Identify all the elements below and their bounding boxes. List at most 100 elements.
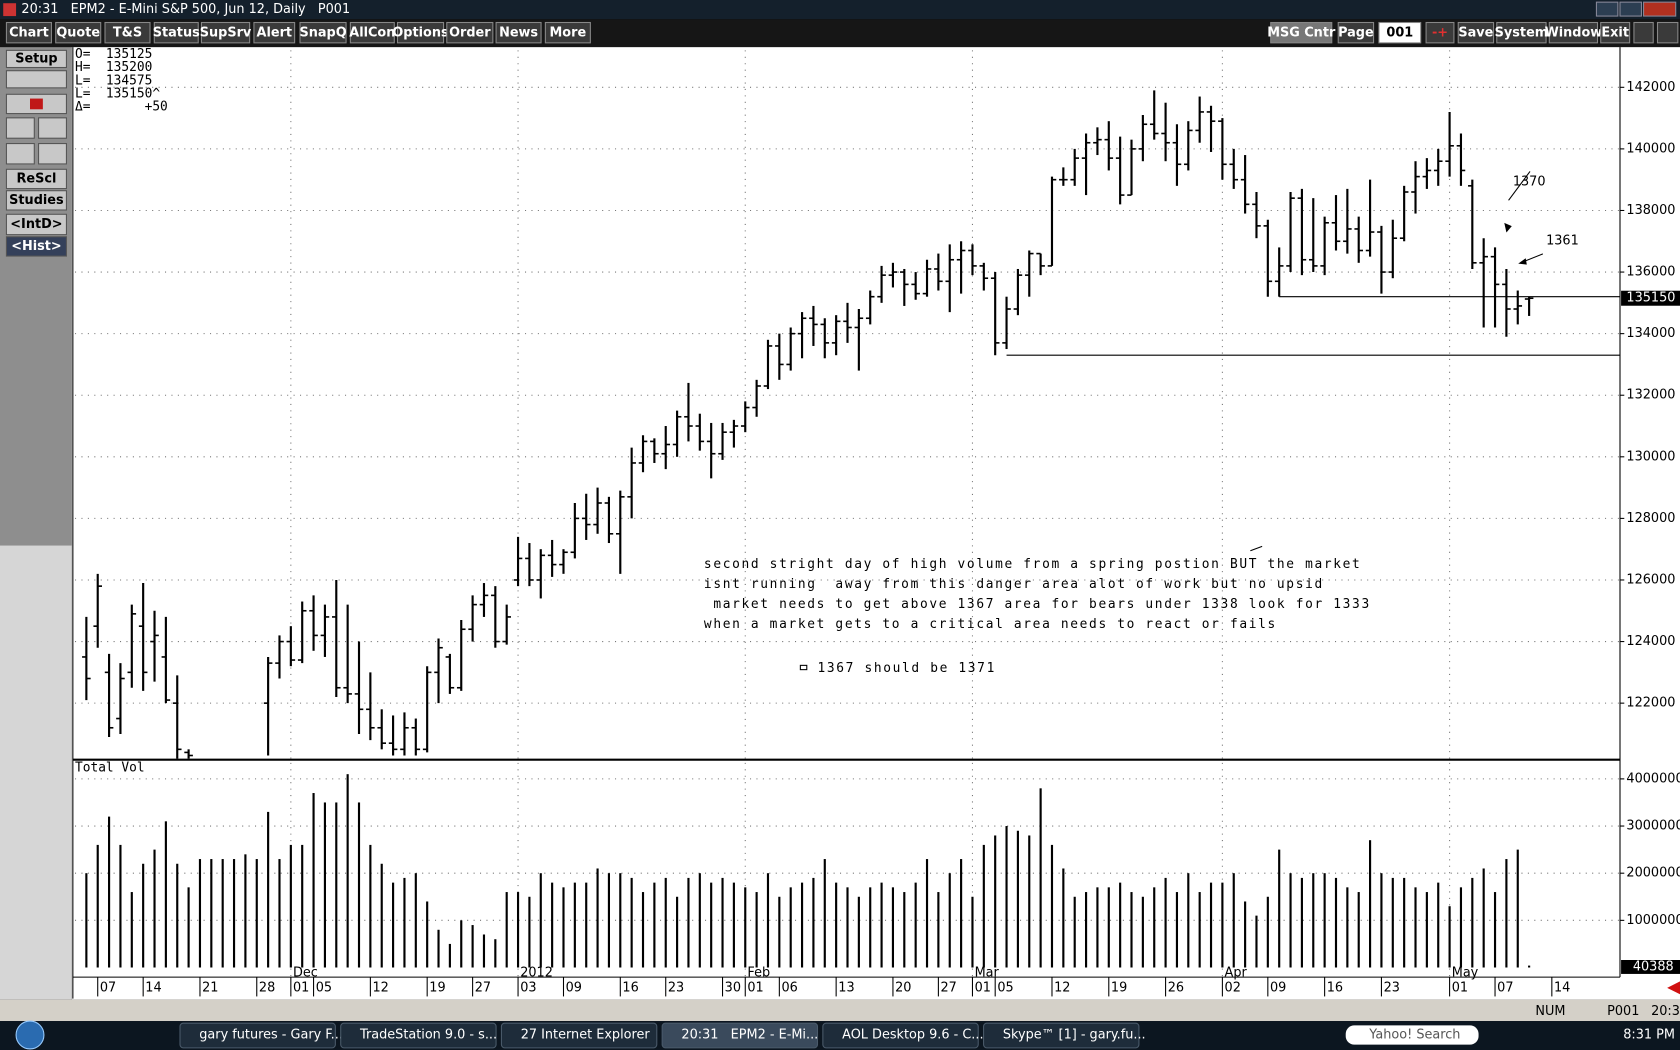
maximize[interactable] [1619,1,1642,17]
icon-button[interactable] [5,143,35,165]
clock: 8:31 PM [1623,1028,1675,1043]
taskbar-item[interactable] [983,1022,1140,1049]
x-tick-label: 03 [520,980,536,995]
search-box[interactable] [1345,1025,1479,1045]
toolbar-button[interactable] [1337,21,1375,44]
toolbar-button[interactable] [55,21,102,44]
taskbar-item-label: AOL Desktop 9.6 - C... [842,1028,983,1043]
window-button[interactable] [1633,21,1654,44]
toolbar-button[interactable] [104,21,151,44]
icon-button[interactable] [38,117,67,139]
toolbar-button[interactable] [200,21,251,44]
sidebar-button[interactable] [5,236,67,257]
volume-bar [1016,830,1019,968]
volume-bar [551,882,554,968]
last-volume-marker [1621,960,1680,974]
toolbar-button[interactable] [495,21,542,44]
close[interactable] [1643,1,1677,17]
last-volume-label: 40388 [1633,959,1674,974]
x-tick-label: 05 [316,980,332,995]
volume-bar [994,835,997,968]
volume-bar [176,863,179,968]
toolbar-button[interactable] [253,21,296,44]
volume-bar [267,811,270,968]
icon-button[interactable] [38,143,67,165]
taskbar-item[interactable] [179,1022,336,1049]
x-tick-label: 05 [997,980,1013,995]
volume-bar [573,882,576,968]
help-button[interactable] [1656,21,1679,44]
x-tick-label: 16 [1327,980,1343,995]
taskbar-item[interactable] [340,1022,497,1049]
volume-bar [448,943,451,968]
volume-bar [1346,887,1349,968]
x-tick-label: 28 [259,980,275,995]
volume-bar [539,873,542,968]
toolbar-button[interactable] [1548,21,1599,44]
toolbar-button[interactable] [1600,21,1631,44]
scroll-arrow[interactable] [1667,981,1680,995]
toolbar-button[interactable] [544,21,591,44]
toolbar-button[interactable] [1496,21,1547,44]
volume-bar [1312,873,1315,968]
toolbar-button[interactable] [1457,21,1495,44]
x-tick-label: 01 [975,980,991,995]
volume-bar [857,896,860,968]
minimize[interactable] [1595,1,1619,17]
toolbar-button[interactable] [396,21,445,44]
volume-bar [562,887,565,968]
toolbar-button[interactable] [1378,21,1422,44]
ohlc-readout: L= 135150^ [75,86,160,101]
x-tick-label: 27 [475,980,491,995]
volume-bar [96,844,99,968]
volume-bar [1528,965,1531,968]
volume-bar [1244,901,1247,968]
toolbar-button-label: Save [1458,26,1493,41]
x-tick-label: 07 [1497,980,1513,995]
taskbar-item[interactable] [500,1022,658,1049]
volume-bar [471,925,474,968]
taskbar-item[interactable] [822,1022,979,1049]
start-button[interactable] [15,1020,45,1050]
volume-bar [789,887,792,968]
annotation: 1370 [1513,175,1546,190]
toolbar-button[interactable] [1425,21,1455,44]
volume-bar [687,877,690,968]
toolbar-button-label: Options [392,26,449,41]
volume-bar [1516,849,1519,968]
volume-bar [607,873,611,968]
icon [30,98,43,110]
toolbar-button[interactable] [349,21,395,44]
status-text: P001 [1607,1004,1639,1019]
volume-bar [1187,873,1190,968]
toolbar-button[interactable] [299,21,347,44]
toolbar-button-label: System [1495,26,1549,41]
taskbar-item[interactable] [661,1022,819,1049]
x-tick-label: 01 [747,980,763,995]
volume-bar [1050,844,1054,968]
ohlc-readout: L= 134575 [75,73,152,88]
x-tick-label: 12 [1054,980,1070,995]
volume-bar [1369,840,1372,968]
icon-button[interactable] [5,117,35,139]
volume-bar [710,882,713,968]
toolbar-button[interactable] [446,21,494,44]
toolbar-button[interactable] [1270,21,1333,44]
sidebar-button[interactable] [5,190,67,211]
toolbar-button-label: T&S [113,26,142,41]
print-button[interactable] [5,70,67,89]
sidebar-button[interactable] [5,213,67,236]
toolbar-button[interactable] [153,21,199,44]
sidebar-button[interactable] [5,168,67,190]
month-label: Mar [975,965,1000,980]
x-tick-label: 27 [941,980,957,995]
volume-bar [1505,859,1508,968]
month-label: Feb [747,965,770,980]
month-label: Dec [293,965,318,980]
x-tick-label: 26 [1168,980,1184,995]
toolbar-button[interactable] [5,21,52,44]
arrow [1508,171,1531,201]
volume-bar [210,859,213,968]
sidebar-button[interactable] [5,49,67,69]
volume-bar [1425,892,1428,968]
